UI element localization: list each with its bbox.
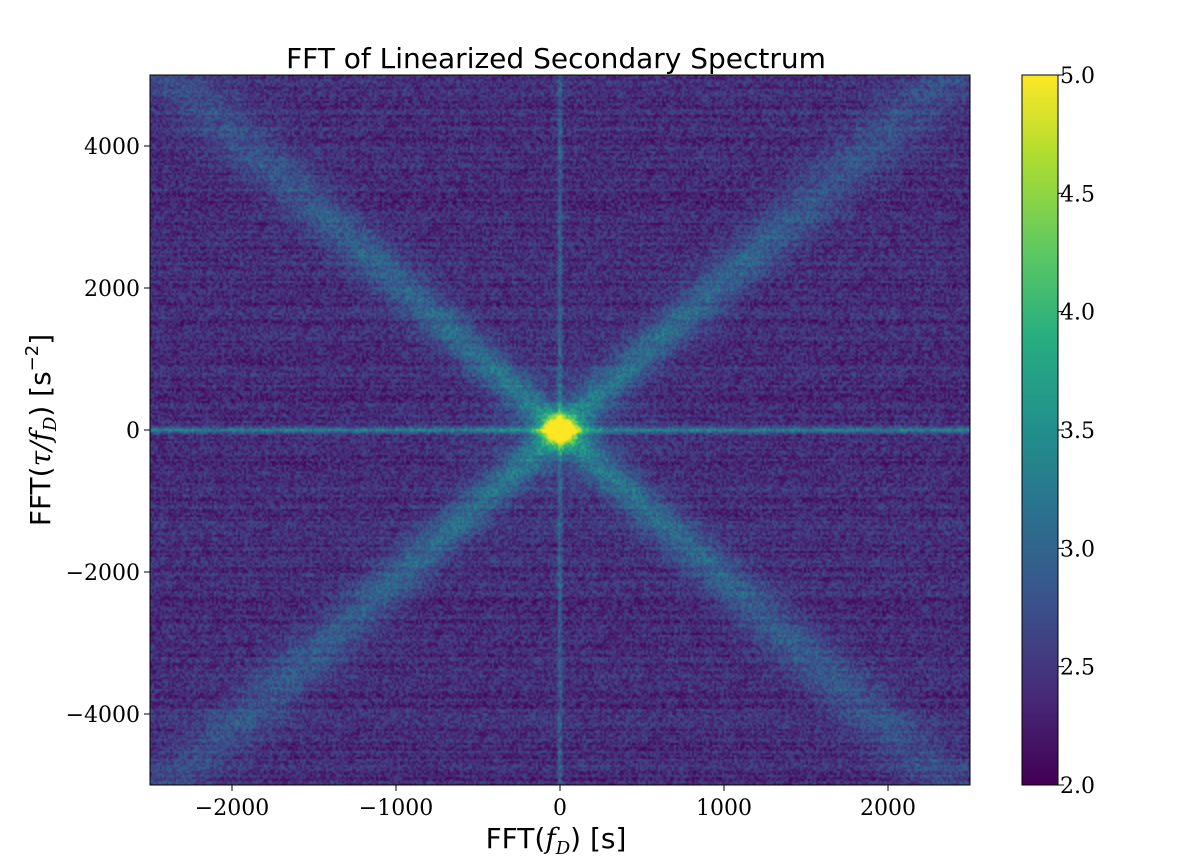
- x-tick-label: 1000: [696, 796, 752, 821]
- chart-title: FFT of Linearized Secondary Spectrum: [286, 42, 826, 75]
- y-axis-label: FFT(τ/fD) [s−2]: [22, 334, 61, 526]
- y-tick-label: 4000: [84, 135, 140, 160]
- colorbar-gradient: [1022, 75, 1058, 785]
- heatmap-image: [150, 75, 970, 785]
- y-tick-label: −2000: [66, 561, 140, 586]
- y-tick-label: 0: [126, 419, 140, 444]
- x-axis: −2000 −1000 0 1000 2000: [195, 785, 916, 821]
- colorbar-tick-label: 2.0: [1060, 774, 1095, 799]
- colorbar-tick-label: 5.0: [1060, 64, 1095, 89]
- colorbar: 2.0 2.5 3.0 3.5 4.0 4.5 5.0: [1021, 64, 1095, 799]
- x-tick-label: −2000: [195, 796, 269, 821]
- y-tick-label: −4000: [66, 703, 140, 728]
- colorbar-tick-label: 3.0: [1060, 537, 1095, 562]
- svg-text:FFT(τ/fD) [s−2]: FFT(τ/fD) [s−2]: [22, 334, 61, 526]
- colorbar-tick-label: 2.5: [1060, 656, 1095, 681]
- y-tick-label: 2000: [84, 277, 140, 302]
- colorbar-tick-label: 3.5: [1060, 419, 1095, 444]
- x-tick-label: −1000: [359, 796, 433, 821]
- x-tick-label: 0: [553, 796, 567, 821]
- plot-area: [149, 74, 971, 786]
- x-tick-label: 2000: [860, 796, 916, 821]
- colorbar-tick-label: 4.5: [1060, 182, 1095, 207]
- x-axis-label: FFT(fD) [s]: [486, 822, 627, 859]
- colorbar-tick-label: 4.0: [1060, 301, 1095, 326]
- colorbar-ticks: 2.0 2.5 3.0 3.5 4.0 4.5 5.0: [1058, 64, 1095, 799]
- y-axis: −4000 −2000 0 2000 4000: [66, 135, 150, 728]
